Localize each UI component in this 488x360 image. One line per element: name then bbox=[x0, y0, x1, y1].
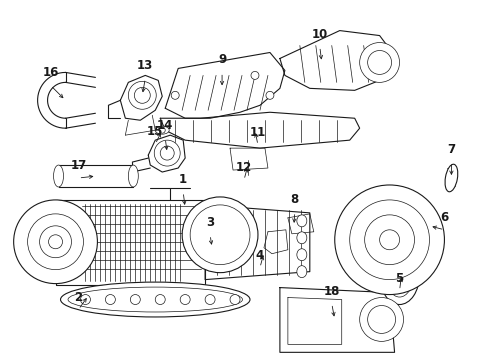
Circle shape bbox=[364, 215, 414, 265]
Circle shape bbox=[154, 140, 180, 166]
Ellipse shape bbox=[296, 249, 306, 261]
Circle shape bbox=[160, 146, 174, 160]
Text: 14: 14 bbox=[157, 119, 173, 132]
Text: 13: 13 bbox=[137, 59, 153, 72]
Ellipse shape bbox=[296, 266, 306, 278]
Circle shape bbox=[334, 185, 444, 294]
Circle shape bbox=[359, 42, 399, 82]
Circle shape bbox=[204, 294, 215, 305]
Text: 10: 10 bbox=[311, 28, 327, 41]
Ellipse shape bbox=[61, 282, 249, 317]
Ellipse shape bbox=[379, 245, 419, 305]
Circle shape bbox=[128, 81, 156, 109]
Text: 4: 4 bbox=[255, 249, 264, 262]
Circle shape bbox=[171, 91, 179, 99]
Circle shape bbox=[14, 200, 97, 284]
Text: 5: 5 bbox=[395, 271, 403, 285]
Circle shape bbox=[182, 197, 258, 273]
Ellipse shape bbox=[411, 209, 430, 240]
Circle shape bbox=[190, 205, 249, 265]
Ellipse shape bbox=[128, 165, 138, 187]
Ellipse shape bbox=[296, 215, 306, 227]
Circle shape bbox=[159, 127, 165, 133]
Circle shape bbox=[349, 200, 428, 280]
Circle shape bbox=[130, 294, 140, 305]
Ellipse shape bbox=[296, 232, 306, 244]
Ellipse shape bbox=[53, 165, 63, 187]
Circle shape bbox=[27, 214, 83, 270]
Ellipse shape bbox=[444, 164, 457, 192]
Ellipse shape bbox=[385, 252, 413, 297]
Circle shape bbox=[155, 294, 165, 305]
Text: 7: 7 bbox=[447, 143, 454, 156]
Ellipse shape bbox=[415, 214, 427, 235]
Circle shape bbox=[81, 294, 90, 305]
Text: 6: 6 bbox=[439, 211, 447, 224]
Circle shape bbox=[367, 306, 395, 333]
Ellipse shape bbox=[68, 287, 242, 312]
Circle shape bbox=[250, 71, 259, 80]
Text: 8: 8 bbox=[290, 193, 298, 206]
Circle shape bbox=[105, 294, 115, 305]
Text: 11: 11 bbox=[249, 126, 265, 139]
Text: 9: 9 bbox=[218, 53, 226, 67]
Text: 2: 2 bbox=[74, 291, 82, 303]
Circle shape bbox=[180, 294, 190, 305]
Circle shape bbox=[367, 50, 391, 75]
Circle shape bbox=[359, 298, 403, 341]
Text: 3: 3 bbox=[205, 216, 214, 229]
Text: 18: 18 bbox=[323, 284, 339, 298]
Text: 1: 1 bbox=[179, 173, 187, 186]
Text: 17: 17 bbox=[70, 159, 86, 172]
Circle shape bbox=[40, 226, 71, 258]
Circle shape bbox=[229, 294, 240, 305]
Circle shape bbox=[379, 230, 399, 250]
Text: 16: 16 bbox=[42, 66, 59, 80]
Text: 12: 12 bbox=[235, 161, 252, 174]
Circle shape bbox=[265, 91, 273, 99]
Ellipse shape bbox=[155, 126, 169, 134]
Text: 15: 15 bbox=[147, 125, 163, 138]
Circle shape bbox=[134, 87, 150, 103]
Circle shape bbox=[48, 235, 62, 249]
